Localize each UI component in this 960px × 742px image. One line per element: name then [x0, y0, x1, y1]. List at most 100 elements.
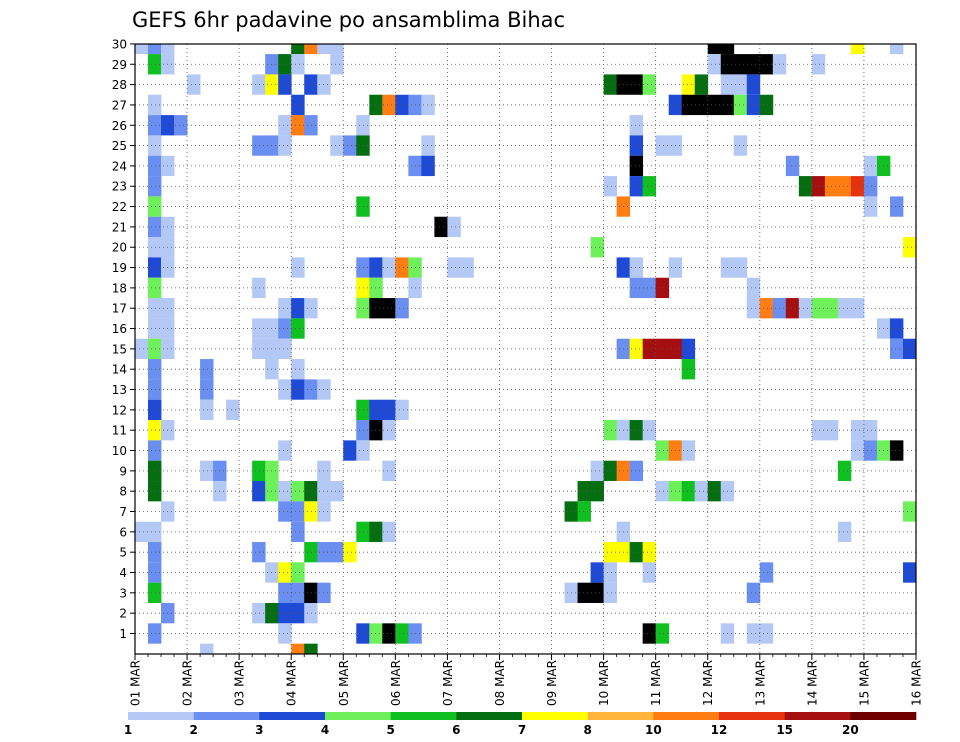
cell	[395, 298, 409, 319]
cell	[902, 338, 917, 360]
cell	[330, 135, 344, 156]
cell	[863, 440, 878, 461]
cell	[850, 440, 865, 461]
cell	[317, 44, 331, 55]
cell	[694, 74, 709, 95]
cell	[681, 481, 696, 502]
cell	[304, 379, 318, 400]
cell	[746, 277, 761, 299]
x-tick-label: 03 MAR	[233, 660, 247, 706]
y-tick-label: 16	[112, 322, 127, 336]
cell	[837, 298, 852, 319]
cell	[369, 257, 383, 278]
colorbar-swatch	[390, 712, 457, 720]
colorbar-swatch	[456, 712, 523, 720]
cell	[356, 399, 370, 421]
x-tick-label: 08 MAR	[493, 660, 507, 706]
cell	[798, 298, 813, 319]
cell	[746, 582, 761, 604]
cell	[603, 74, 618, 95]
y-tick-label: 14	[112, 363, 127, 377]
cell	[304, 603, 318, 624]
y-tick-label: 23	[112, 180, 127, 194]
cell	[148, 481, 162, 502]
colorbar-legend: 1 2 3 4 5 6 7 8 10 12 15 20	[124, 712, 917, 737]
cell	[291, 359, 305, 380]
y-tick-label: 22	[112, 200, 127, 214]
cell	[330, 54, 344, 75]
cell	[447, 216, 461, 238]
cell	[356, 298, 370, 319]
cell	[785, 298, 800, 319]
cell	[733, 74, 748, 95]
cell	[733, 54, 748, 75]
colorbar-label: 2	[189, 723, 197, 737]
x-tick-label: 07 MAR	[441, 660, 455, 706]
colorbar-label: 15	[776, 723, 793, 737]
cell	[759, 54, 774, 75]
x-tick-label: 06 MAR	[389, 660, 403, 706]
cell	[148, 359, 162, 380]
cell	[382, 94, 396, 116]
cell	[746, 74, 761, 95]
cell	[174, 115, 188, 136]
cell	[837, 521, 852, 543]
cell	[889, 318, 904, 339]
y-tick-label: 12	[112, 403, 127, 417]
cell	[629, 542, 644, 563]
colorbar-swatch	[128, 712, 194, 720]
x-tick-label: 10 MAR	[597, 660, 611, 706]
cell	[629, 338, 644, 360]
cell	[707, 44, 722, 55]
cell	[811, 176, 826, 197]
cell	[291, 582, 305, 604]
y-tick-label: 2	[119, 607, 127, 621]
cell	[681, 74, 696, 95]
cell	[629, 74, 644, 95]
cell	[421, 135, 435, 156]
cell	[356, 257, 370, 278]
y-tick-label: 8	[119, 485, 127, 499]
cell	[278, 501, 292, 522]
cell	[395, 94, 409, 116]
cell	[577, 582, 591, 604]
cell	[187, 74, 201, 95]
cell	[148, 94, 162, 116]
cell	[278, 623, 292, 644]
cell	[278, 338, 292, 360]
cell	[759, 623, 774, 644]
cell	[291, 318, 305, 339]
x-tick-label: 02 MAR	[181, 660, 195, 706]
cell	[356, 277, 370, 299]
cell	[369, 277, 383, 299]
cell	[629, 115, 644, 136]
colorbar-label: 3	[255, 723, 263, 737]
cell	[148, 420, 162, 441]
cell	[694, 94, 709, 116]
cell	[382, 420, 396, 441]
cell	[148, 135, 162, 156]
cell	[304, 542, 318, 563]
colorbar-label: 7	[518, 723, 526, 737]
colorbar-swatch	[719, 712, 785, 720]
cell	[629, 257, 644, 278]
cell	[577, 481, 591, 502]
cell	[278, 603, 292, 624]
cell	[590, 582, 604, 604]
cell	[863, 155, 878, 177]
cell	[889, 440, 904, 461]
cell	[148, 318, 162, 339]
cell	[590, 481, 604, 502]
cell	[382, 298, 396, 319]
cell	[252, 542, 266, 563]
cell	[720, 44, 735, 55]
cell	[278, 115, 292, 136]
cell	[746, 54, 761, 75]
cell	[655, 623, 670, 644]
colorbar-swatch	[259, 712, 326, 720]
cell	[330, 44, 344, 55]
cell	[304, 44, 318, 55]
colorbar-label: 5	[386, 723, 394, 737]
cell	[759, 562, 774, 583]
